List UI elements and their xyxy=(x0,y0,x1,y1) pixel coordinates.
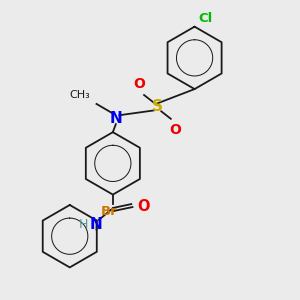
Text: O: O xyxy=(137,199,150,214)
Text: CH₃: CH₃ xyxy=(70,90,91,100)
Text: S: S xyxy=(152,99,163,114)
Text: Br: Br xyxy=(100,205,117,218)
Text: N: N xyxy=(110,111,122,126)
Text: O: O xyxy=(169,123,181,137)
Text: H: H xyxy=(79,218,88,231)
Text: Cl: Cl xyxy=(198,12,212,25)
Text: N: N xyxy=(90,217,103,232)
Text: O: O xyxy=(134,76,146,91)
